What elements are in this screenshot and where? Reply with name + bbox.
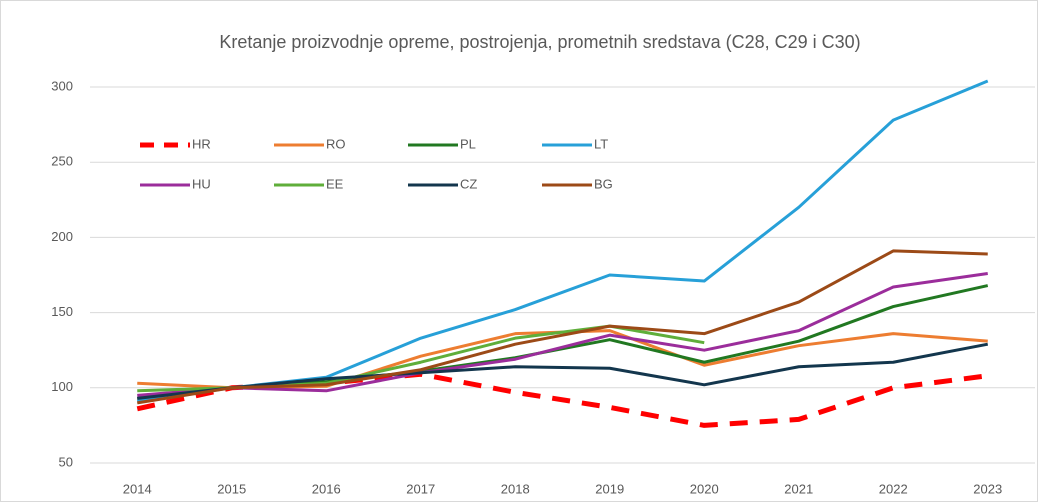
legend-label: EE [326,176,344,191]
y-tick-label: 200 [51,229,73,244]
legend-label: PL [460,136,476,151]
legend-label: LT [594,136,608,151]
x-tick-label: 2021 [784,481,813,496]
chart-title: Kretanje proizvodnje opreme, postrojenja… [219,32,860,52]
legend-label: CZ [460,176,477,191]
x-tick-label: 2019 [595,481,624,496]
legend-label: RO [326,136,346,151]
x-tick-label: 2018 [501,481,530,496]
series-line [137,342,989,400]
legend-label: HR [192,136,211,151]
x-tick-label: 2014 [123,481,152,496]
x-tick-label: 2017 [406,481,435,496]
series-line [137,249,988,405]
x-tick-label: 2015 [217,481,246,496]
x-tick-label: 2020 [690,481,719,496]
series-line [136,371,989,428]
y-tick-label: 250 [51,154,73,169]
x-tick-label: 2022 [879,481,908,496]
legend-label: BG [594,176,613,191]
legend-label: HU [192,176,211,191]
y-tick-label: 150 [51,304,73,319]
series-line [137,272,988,397]
x-tick-label: 2023 [973,481,1002,496]
x-tick-label: 2016 [312,481,341,496]
y-tick-label: 50 [59,454,73,469]
y-tick-label: 100 [51,379,73,394]
y-tick-label: 300 [51,78,73,93]
